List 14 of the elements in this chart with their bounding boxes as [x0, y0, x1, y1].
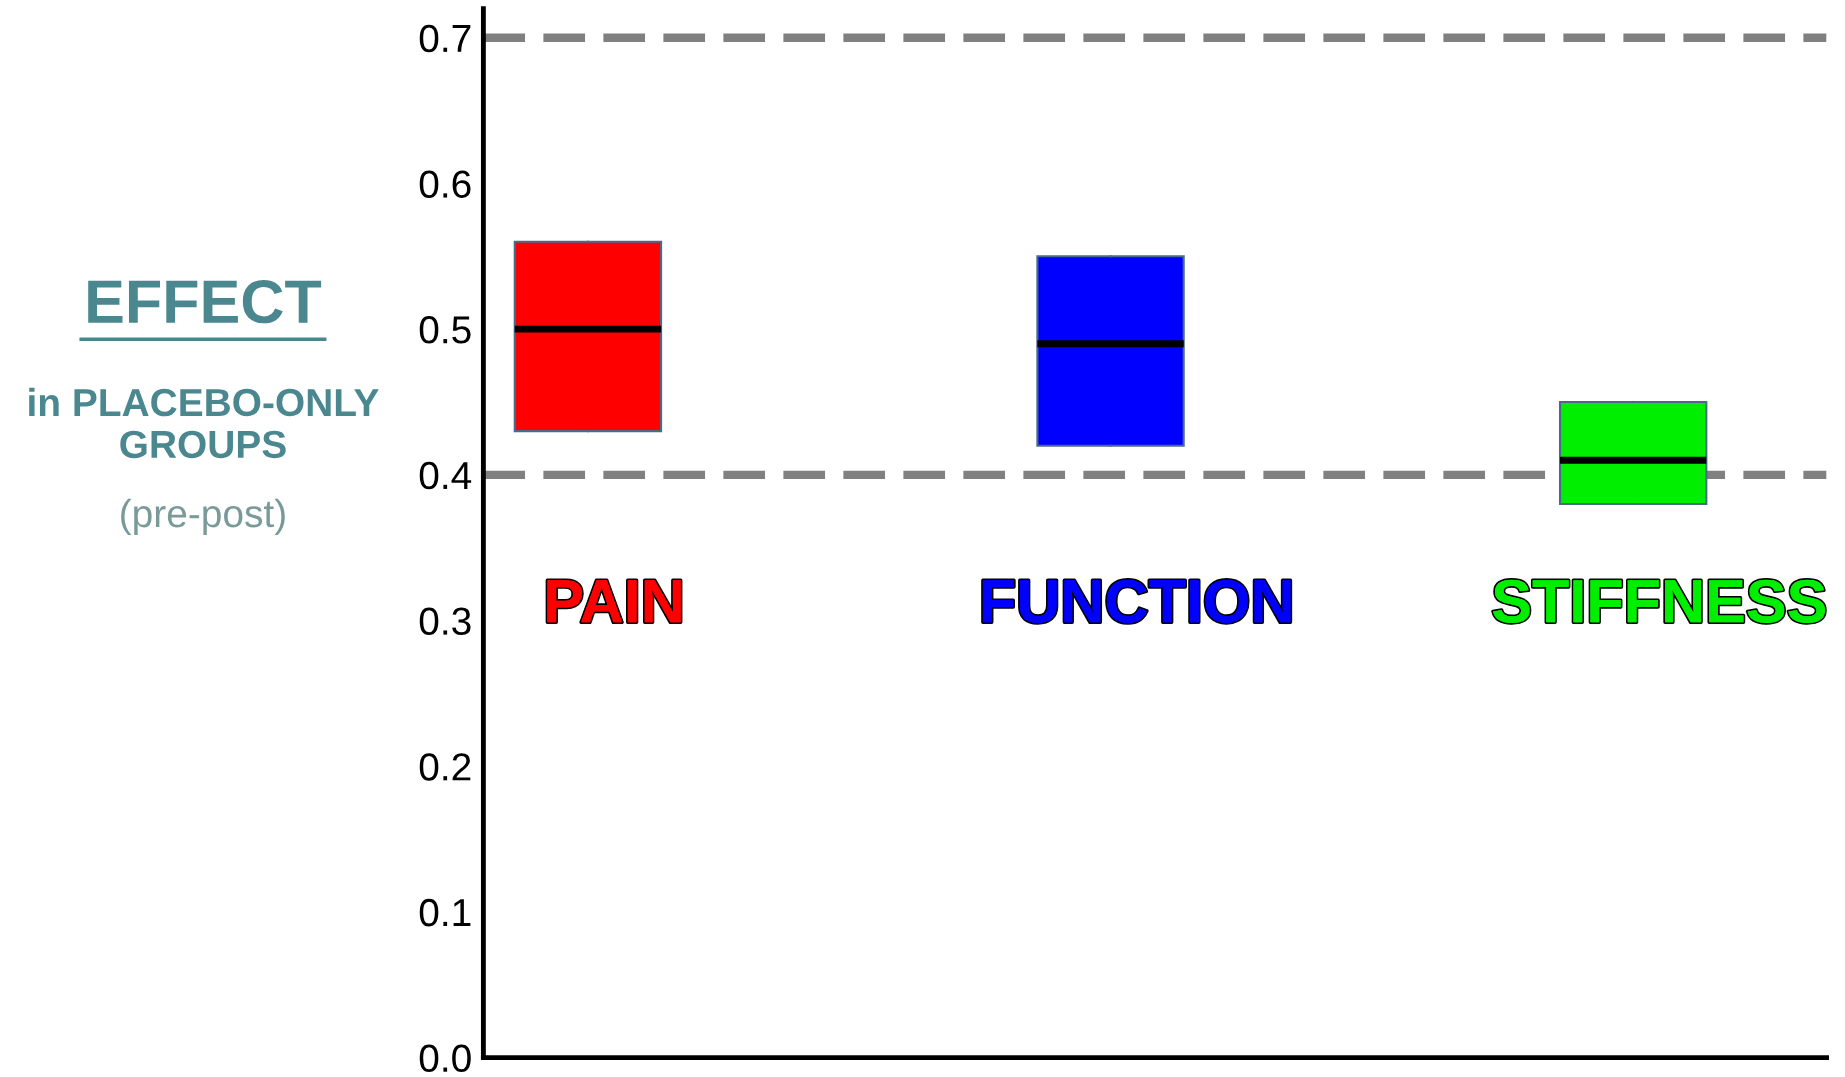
y-tick-label: 0.2 — [419, 753, 471, 781]
y-tick-label: 0.7 — [419, 24, 471, 53]
y-tick-label: 0.3 — [419, 607, 471, 636]
y-axis-title: EFFECT — [88, 280, 322, 324]
x-tick-label: FUNCTION — [982, 579, 1291, 623]
y-tick-label: 0.5 — [419, 316, 471, 344]
y-tick-label: 0.6 — [419, 170, 471, 198]
x-tick-label: PAIN — [547, 580, 681, 623]
y-tick-label: 0.0 — [419, 1044, 471, 1073]
y-tick-label: 0.4 — [419, 461, 472, 490]
y-tick-label: 0.1 — [419, 898, 471, 927]
x-tick-label: STIFFNESS — [1493, 579, 1825, 623]
text: in PLACEBO-ONLY GROUPS — [29, 387, 379, 459]
text: (pre-post) — [121, 498, 285, 536]
